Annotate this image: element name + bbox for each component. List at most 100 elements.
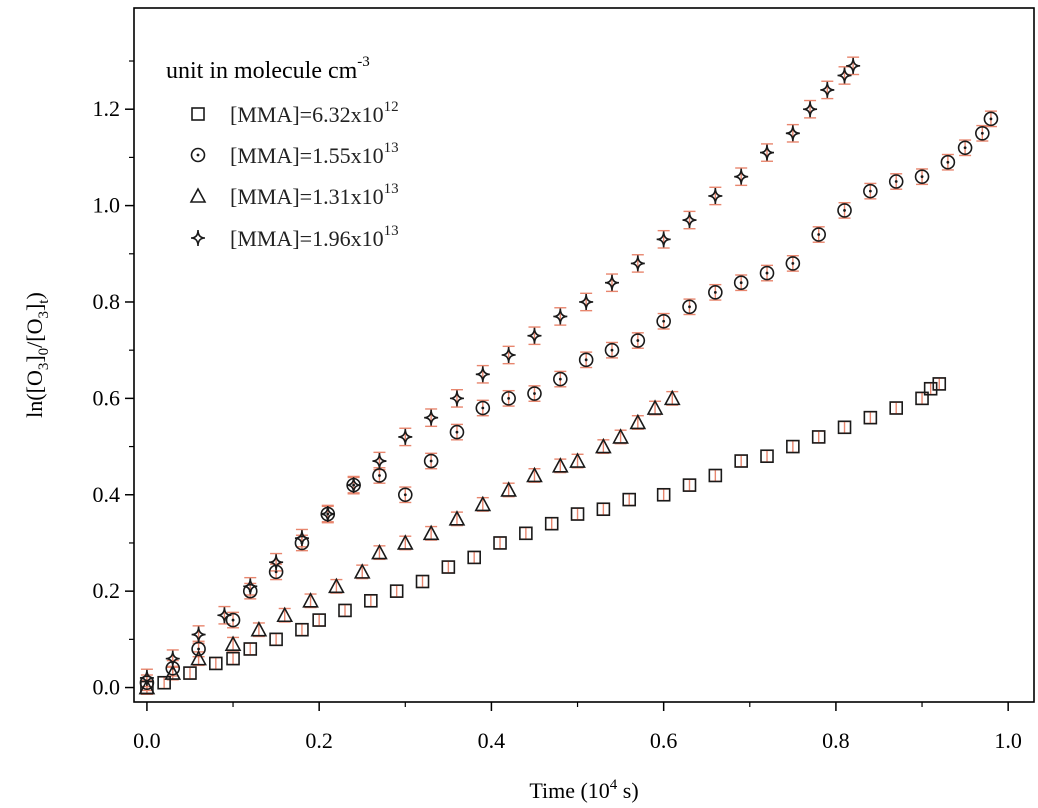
data-point-circle	[630, 333, 646, 348]
data-point-circle	[682, 299, 697, 315]
data-point-triangle	[190, 649, 207, 666]
error-bar	[657, 488, 670, 502]
y-tick-label: 1.2	[93, 96, 121, 121]
data-point-circle	[501, 391, 516, 406]
y-axis-title-s1: 3	[36, 363, 52, 371]
data-point-circle	[863, 183, 878, 199]
y-axis-title-s2: 0	[36, 348, 52, 356]
data-point-triangle	[302, 592, 319, 608]
legend-marker-square-icon	[191, 107, 205, 121]
data-point-circle	[785, 256, 801, 271]
data-point-square	[364, 593, 378, 608]
data-point-circle	[475, 400, 491, 416]
data-point-square	[596, 502, 611, 517]
y-axis-title-p1: ln([O	[22, 370, 47, 418]
data-point-square	[467, 550, 481, 565]
data-point-triangle	[474, 495, 492, 512]
data-point-square	[183, 666, 197, 680]
y-tick-label: 0.8	[93, 289, 121, 314]
y-tick-label: 0.4	[93, 482, 121, 507]
data-point-square	[415, 574, 430, 589]
legend-marker	[190, 147, 206, 163]
data-point-square	[441, 560, 456, 574]
data-point-triangle	[448, 510, 466, 526]
legend-label-text: [MMA]=6.32x10	[230, 102, 384, 127]
y-axis-title-p2: ]	[22, 355, 47, 362]
data-point-square	[889, 401, 904, 415]
error-bar	[494, 536, 507, 550]
error-bar	[209, 656, 222, 670]
data-point-star	[846, 57, 861, 74]
data-point-circle	[423, 453, 439, 469]
data-point-square	[209, 656, 223, 671]
data-point-star	[803, 101, 818, 118]
x-tick-label: 0.2	[305, 728, 333, 753]
legend-marker	[191, 107, 205, 121]
error-bar	[683, 478, 696, 492]
data-point-triangle	[551, 457, 569, 473]
data-point-star	[501, 346, 516, 364]
data-point-star	[579, 293, 594, 311]
error-bar	[227, 652, 240, 666]
data-point-triangle	[353, 563, 371, 579]
legend-marker-circle-icon	[190, 147, 206, 163]
data-point-circle	[604, 342, 620, 358]
error-bar	[890, 401, 903, 415]
data-point-square	[811, 430, 826, 444]
x-axis-title-end: s)	[617, 778, 638, 803]
data-point-star	[269, 554, 284, 571]
data-point-square	[923, 381, 938, 396]
data-point-triangle	[224, 635, 242, 651]
data-point-triangle	[646, 399, 664, 415]
legend-label-sup: 13	[384, 140, 399, 156]
data-point-circle	[837, 203, 852, 218]
data-point-circle	[957, 140, 973, 156]
legend-label: [MMA]=1.96x1013	[230, 223, 399, 251]
data-point-star	[346, 477, 361, 494]
y-axis-title-p3: /[O	[22, 319, 47, 348]
x-axis-title: Time (104 s)	[529, 777, 638, 803]
data-point-square	[493, 536, 507, 550]
error-bar	[933, 377, 946, 391]
data-point-square	[226, 651, 240, 666]
y-axis-title: ln([O3]0/[O3]t)	[22, 292, 52, 418]
legend-title-sup: -3	[357, 54, 370, 70]
error-bar	[864, 411, 877, 425]
data-point-star	[553, 308, 568, 325]
data-point-circle	[708, 285, 723, 300]
data-point-triangle	[595, 437, 612, 454]
data-point-square	[622, 492, 637, 507]
x-tick-label: 1.0	[994, 728, 1022, 753]
data-point-star	[449, 390, 465, 407]
y-axis-title-s4: t	[36, 299, 52, 304]
data-point-triangle	[371, 543, 388, 560]
legend-entry-mma-1.96e13: [MMA]=1.96x1013	[190, 223, 399, 251]
legend-entry-mma-1.55e13: [MMA]=1.55x1013	[190, 140, 399, 168]
legend-label-text: [MMA]=1.55x10	[230, 143, 384, 168]
error-bar	[313, 613, 326, 627]
y-tick-label: 0.2	[93, 578, 121, 603]
error-bar	[390, 584, 403, 598]
data-point-triangle	[569, 452, 586, 468]
y-axis-title-p5: )	[22, 292, 47, 299]
error-bar	[838, 420, 851, 434]
x-tick-label: 0.0	[133, 728, 161, 753]
data-point-triangle	[526, 466, 543, 483]
data-point-circle	[553, 371, 568, 387]
y-tick-label: 1.0	[93, 193, 121, 218]
data-point-triangle	[276, 606, 294, 623]
data-point-circle	[914, 169, 930, 184]
y-tick-label: 0.0	[93, 675, 121, 700]
data-point-square	[157, 675, 171, 690]
legend-label-sup: 12	[384, 99, 399, 115]
legend-label: [MMA]=1.55x1013	[230, 140, 399, 168]
data-point-triangle	[629, 413, 647, 430]
data-point-triangle	[422, 524, 440, 541]
legend-marker	[190, 229, 206, 247]
legend-title: unit in molecule cm-3	[166, 54, 370, 84]
data-point-square	[932, 377, 947, 391]
data-point-square	[863, 410, 878, 425]
data-point-circle	[811, 227, 826, 242]
data-point-circle	[983, 111, 999, 127]
